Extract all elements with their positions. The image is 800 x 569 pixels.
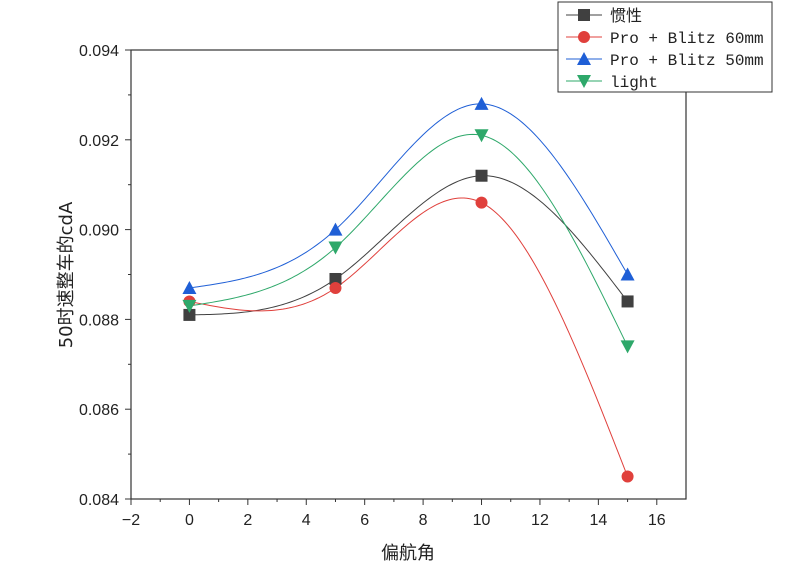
- x-tick-label: 10: [473, 512, 491, 529]
- x-tick-label: 4: [302, 512, 311, 529]
- data-point-series-3: [182, 280, 197, 294]
- x-tick-label: 6: [360, 512, 369, 529]
- axis-ticks: −2 0 2 4 6 8 10 12 14 16 0.084 0.086 0.088 0.090 0.092…: [79, 43, 666, 529]
- plot-frame: [130, 49, 687, 500]
- x-tick-label: 14: [589, 512, 607, 529]
- y-tick-label: 0.090: [79, 223, 119, 240]
- series-line-4: [189, 133, 629, 347]
- axes: [130, 49, 687, 500]
- y-tick-label: 0.084: [79, 492, 119, 509]
- series-line-1: [189, 175, 628, 316]
- legend-marker-1: [578, 9, 590, 21]
- data-point-series-3: [328, 222, 343, 236]
- data-point-series-1: [621, 295, 634, 308]
- x-tick-label: 12: [531, 512, 549, 529]
- legend-label-2: Pro + Blitz 60mm: [610, 30, 764, 48]
- data-point-series-2: [621, 470, 634, 483]
- y-tick-label: 0.088: [79, 312, 119, 329]
- data-point-series-4: [620, 340, 635, 354]
- legend-label-4: light: [610, 74, 658, 92]
- data-point-series-3: [620, 267, 635, 281]
- data-point-series-1: [183, 308, 196, 321]
- legend-label-1: 惯性: [610, 7, 642, 26]
- x-tick-label: 2: [243, 512, 252, 529]
- data-point-series-1: [329, 272, 342, 285]
- y-tick-label: 0.094: [79, 43, 119, 60]
- data-point-series-1: [475, 169, 488, 182]
- data-point-series-2: [329, 281, 342, 294]
- data-point-series-2: [475, 196, 488, 209]
- legend-marker-3: [577, 52, 591, 65]
- series-line-2: [189, 197, 629, 477]
- x-tick-label: 0: [185, 512, 194, 529]
- data-point-series-4: [328, 241, 343, 255]
- data-point-series-4: [182, 299, 197, 313]
- x-tick-label: 8: [419, 512, 428, 529]
- x-tick-label: −2: [122, 512, 140, 529]
- y-tick-label: 0.092: [79, 133, 119, 150]
- series-line-3: [189, 103, 629, 289]
- x-axis-label: 偏航角: [381, 543, 435, 564]
- plot-area: [182, 96, 635, 483]
- legend-box: [557, 1, 773, 93]
- legend-marker-2: [578, 31, 590, 43]
- y-axis-label: 50时速整车的cdA: [56, 201, 77, 348]
- legend: 惯性 Pro + Blitz 60mm Pro + Blitz 50mm light: [557, 1, 773, 93]
- data-point-series-3: [474, 96, 489, 110]
- data-point-series-4: [474, 129, 489, 143]
- legend-label-3: Pro + Blitz 50mm: [610, 52, 764, 70]
- x-tick-label: 16: [648, 512, 666, 529]
- y-tick-label: 0.086: [79, 402, 119, 419]
- legend-marker-4: [577, 75, 591, 88]
